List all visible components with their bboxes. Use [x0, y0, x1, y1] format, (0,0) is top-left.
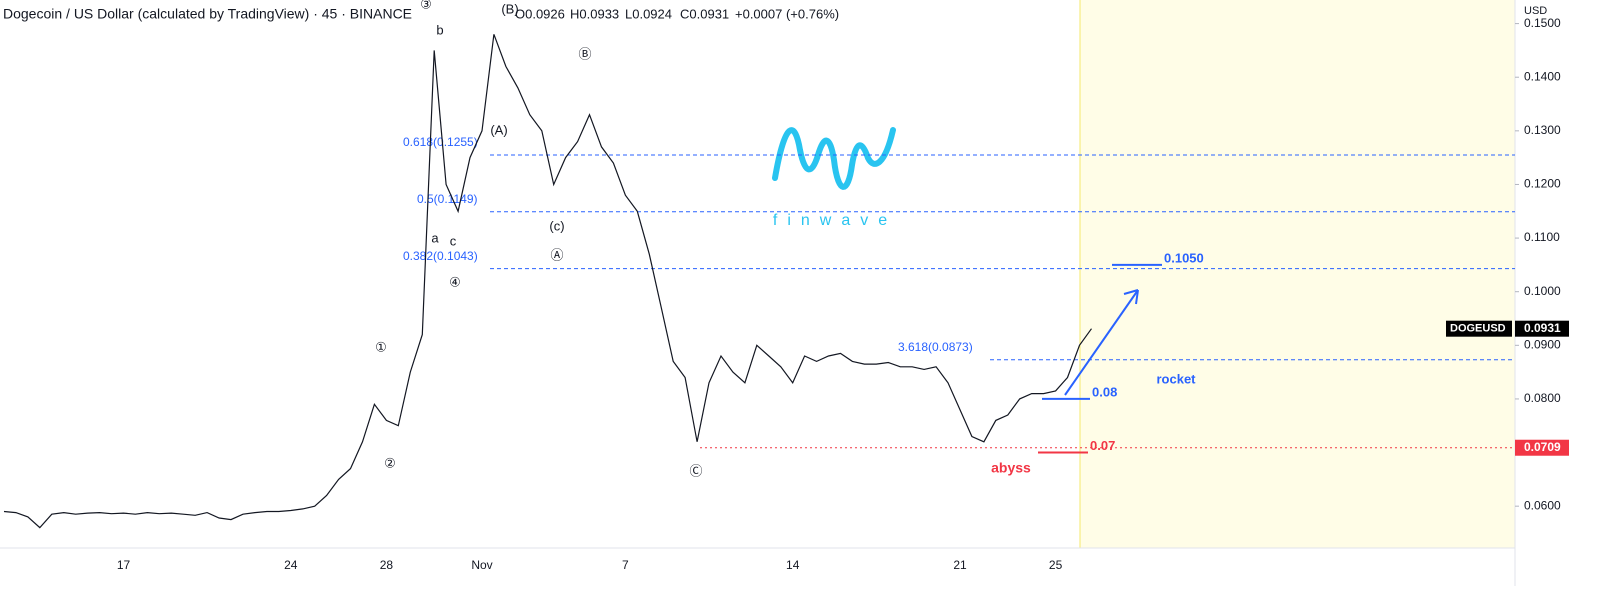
wave-label: a [431, 230, 439, 245]
fib-label: 0.618(0.1255) [403, 135, 478, 149]
wave-label: Ⓒ [689, 463, 702, 478]
y-tick-label: 0.1500 [1524, 16, 1561, 30]
x-tick-label: 21 [953, 558, 967, 572]
currency: USD [1524, 5, 1547, 17]
wave-label: ① [375, 339, 387, 354]
y-tick-label: 0.1000 [1524, 284, 1561, 298]
y-tick-label: 0.1100 [1524, 230, 1560, 244]
name-tag-text: DOGEUSD [1450, 323, 1506, 335]
ohlc-value: L0.0924 [625, 6, 672, 21]
fib-label: 3.618(0.0873) [898, 340, 973, 354]
ohlc-value: +0.0007 (+0.76%) [735, 6, 839, 21]
ohlc-value: O0.0926 [515, 6, 565, 21]
x-tick-label: 24 [284, 558, 298, 572]
y-tick-label: 0.1200 [1524, 177, 1561, 191]
y-tick-label: 0.1400 [1524, 69, 1561, 83]
x-tick-label: 7 [622, 558, 629, 572]
highlight-zone [1080, 0, 1515, 548]
wave-label: (A) [490, 122, 507, 137]
ohlc-value: C0.0931 [680, 6, 729, 21]
x-tick-label: 25 [1049, 558, 1063, 572]
logo-text: finwave [773, 212, 897, 229]
price-tag-text: 0.0931 [1524, 321, 1561, 335]
wave-label: abyss [991, 460, 1031, 476]
price-line [3, 34, 1092, 529]
arrow [1064, 289, 1139, 396]
wave-label: Ⓐ [550, 247, 563, 262]
name-tag [1446, 320, 1512, 337]
arrow-head [1123, 289, 1139, 305]
price-tag [1515, 439, 1569, 456]
ohlc-value: H0.0933 [570, 6, 619, 21]
wave-label: c [450, 233, 457, 248]
price-tag [1515, 320, 1569, 337]
x-tick-label: 14 [786, 558, 800, 572]
y-tick-label: 0.0900 [1524, 337, 1561, 351]
fib-label: 0.382(0.1043) [403, 249, 478, 263]
x-tick-label: Nov [471, 558, 492, 572]
y-tick-label: 0.1300 [1524, 123, 1561, 137]
wave-label: rocket [1156, 371, 1196, 386]
x-tick-label: 28 [380, 558, 394, 572]
target-label: 0.1050 [1164, 250, 1204, 265]
y-tick-label: 0.0800 [1524, 391, 1561, 405]
logo: finwave [772, 127, 897, 229]
title: Dogecoin / US Dollar (calculated by Trad… [3, 6, 412, 22]
target-label: 0.07 [1090, 438, 1115, 453]
y-tick-label: 0.0600 [1524, 498, 1561, 512]
x-tick-label: 17 [117, 558, 131, 572]
wave-label: (B) [501, 1, 518, 16]
price-tag-text: 0.0709 [1524, 440, 1561, 454]
target-label: 0.08 [1092, 384, 1117, 399]
fib-label: 0.5(0.1149) [417, 192, 478, 206]
wave-label: (c) [549, 218, 564, 233]
wave-label: Ⓑ [578, 46, 591, 61]
wave-label: b [436, 22, 443, 37]
wave-label: ④ [449, 274, 461, 289]
wave-label: ② [384, 455, 396, 470]
wave-label: ③ [420, 0, 432, 11]
